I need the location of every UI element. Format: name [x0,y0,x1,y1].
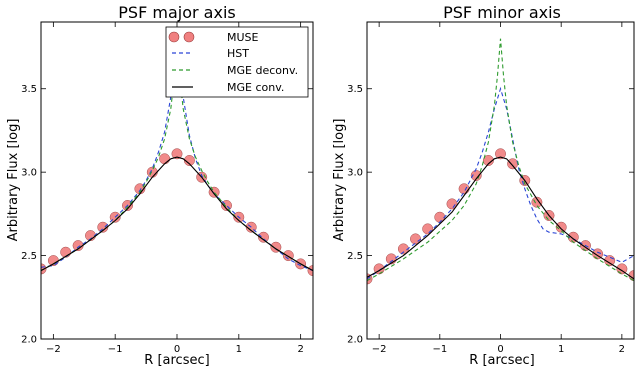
series-line-mge-deconv [367,38,634,282]
y-tick-label: 3.0 [21,168,37,179]
x-tick-label: −2 [46,344,61,355]
plot-area: −2 −1 0 1 2 2.0 2.5 3.0 3.5 [21,22,313,355]
muse-data-point [159,153,171,165]
x-axis-label: R [arcsec] [469,353,534,368]
muse-data-point [507,158,519,170]
plot-area: −2 −1 0 1 2 2.0 2.5 3.0 3.5 [347,22,634,355]
muse-data-point [171,148,183,160]
y-tick-label: 3.5 [347,84,363,95]
y-tick-label: 3.0 [347,168,363,179]
panel-major-axis: PSF major axis R [arcsec] Arbitrary Flux… [6,3,314,368]
muse-data-point [270,241,282,253]
muse-data-point [555,221,567,233]
panel-minor-axis: PSF minor axis R [arcsec] Arbitrary Flux… [332,3,635,368]
y-axis-label: Arbitrary Flux [log] [6,119,21,242]
series-group [367,38,634,285]
muse-data-point [97,221,109,233]
x-tick-label: −1 [432,344,447,355]
y-tick-label: 2.0 [21,335,37,346]
y-tick-label: 3.5 [21,84,37,95]
legend-label-hst: HST [227,47,249,60]
series-line-mge-conv [41,156,313,272]
legend-label-muse: MUSE [227,31,259,44]
muse-data-point [146,166,158,178]
series-line-mge-conv [367,156,634,280]
y-tick-label: 2.5 [21,251,37,262]
panel-title: PSF minor axis [443,3,561,22]
muse-data-point [531,196,543,208]
y-tick-label: 2.0 [347,335,363,346]
series-group [41,38,313,277]
x-tick-label: −1 [108,344,123,355]
legend-label-mge-conv: MGE conv. [227,81,284,94]
muse-data-point [258,231,269,243]
panel-title: PSF major axis [118,3,235,22]
y-axis-label: Arbitrary Flux [log] [332,119,347,242]
muse-data-point [446,198,458,210]
x-tick-label: −2 [372,344,387,355]
legend-marker-muse [168,31,180,43]
series-line-hst [41,68,313,272]
muse-data-point [470,170,482,181]
x-tick-label: 1 [236,344,242,355]
legend-label-mge-deconv: MGE deconv. [227,64,298,77]
y-tick-label: 2.5 [347,251,363,262]
muse-data-point [495,148,506,160]
legend: MUSE HST MGE deconv. MGE conv. [165,26,309,98]
legend-marker-muse [183,31,195,43]
muse-data-point [458,183,470,195]
muse-data-point [482,155,494,166]
x-tick-label: 2 [297,344,303,355]
x-axis-label: R [arcsec] [144,353,209,368]
axes-frame [366,21,635,340]
x-tick-label: 0 [174,344,180,355]
muse-data-point [183,155,195,166]
x-tick-label: 0 [497,344,503,355]
x-tick-label: 2 [619,344,625,355]
axes-frame [40,21,314,340]
muse-data-point [616,263,628,275]
x-tick-label: 1 [558,344,564,355]
